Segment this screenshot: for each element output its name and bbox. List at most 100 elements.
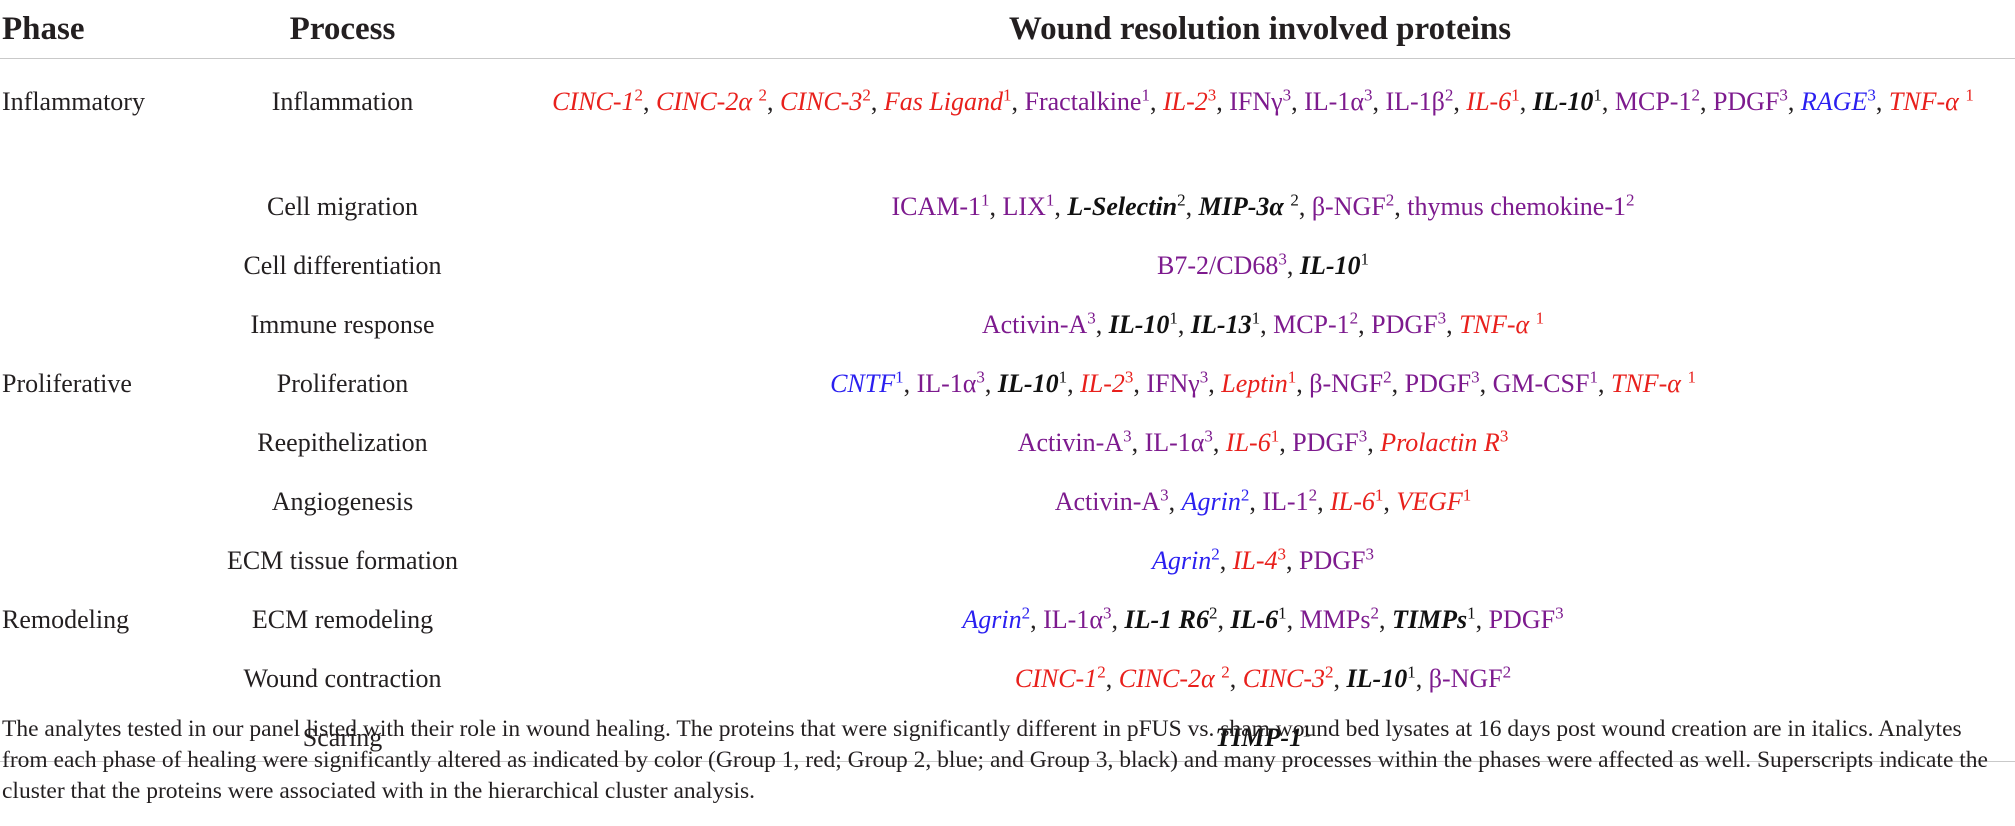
proteins-cell: Activin-A3, IL-1α3, IL-61, PDGF3, Prolac… <box>505 417 2015 476</box>
cluster-superscript: 2 <box>1349 308 1359 328</box>
separator: , <box>1378 605 1392 634</box>
cluster-superscript: 1 <box>1589 367 1598 387</box>
separator: , <box>1296 369 1310 398</box>
phase-cell <box>0 417 180 476</box>
proteins-cell: B7-2/CD683, IL-101 <box>505 240 2015 299</box>
protein-name: IL-1 R6 <box>1124 605 1209 634</box>
cluster-superscript: 1 <box>1278 603 1287 623</box>
protein-item: MCP-12 <box>1614 86 1700 116</box>
protein-item: IL-61 <box>1466 86 1519 116</box>
protein-name: IL-10 <box>1346 664 1408 693</box>
process-cell: Proliferation <box>276 369 409 398</box>
protein-item: IL-101 <box>1533 86 1602 116</box>
protein-item: TNF-α 1 <box>1459 308 1545 339</box>
proteins-cell: TIMP-11 <box>505 712 2015 762</box>
separator: , <box>1317 487 1331 516</box>
protein-name: β-NGF <box>1311 192 1386 221</box>
protein-item: L-Selectin2 <box>1067 191 1185 221</box>
protein-name: IL-1α <box>1144 428 1205 457</box>
header-process: Process <box>180 0 505 59</box>
separator: , <box>1011 87 1025 116</box>
cluster-superscript: 1 <box>1535 308 1545 328</box>
protein-item: IL-61 <box>1330 486 1383 516</box>
protein-item: Leptin1 <box>1221 367 1297 398</box>
protein-name: Agrin <box>1152 546 1212 575</box>
proteins-cell: Activin-A3, IL-101, IL-131, MCP-12, PDGF… <box>505 299 2015 358</box>
protein-name: IFNγ <box>1229 87 1283 116</box>
protein-name: VEGF <box>1396 487 1463 516</box>
separator: , <box>1133 369 1147 398</box>
protein-name: PDGF <box>1488 605 1556 634</box>
cluster-superscript: 1 <box>1169 308 1178 328</box>
protein-item: MCP-12 <box>1273 308 1359 339</box>
proteins-cell: CNTF1, IL-1α3, IL-101, IL-23, IFNγ3, Lep… <box>505 358 2015 417</box>
protein-name: LIX <box>1002 192 1046 221</box>
protein-item: CINC-2α 2 <box>1119 663 1230 693</box>
separator: , <box>1699 87 1713 116</box>
cluster-superscript: 3 <box>1358 426 1368 446</box>
separator: , <box>1260 310 1274 339</box>
protein-item: CINC-32 <box>1243 662 1334 693</box>
table-body: Inflammatory Inflammation CINC-12, CINC-2α… <box>0 59 2015 762</box>
separator: , <box>1131 428 1145 457</box>
protein-item: Agrin2 <box>1152 545 1220 575</box>
protein-name: MIP-3α <box>1198 192 1291 221</box>
table-row: Scaring TIMP-11 <box>0 712 2015 762</box>
separator: , <box>1298 192 1312 221</box>
separator: , <box>1286 546 1300 575</box>
protein-item: CINC-12 <box>1015 663 1106 693</box>
cluster-superscript: 2 <box>1502 662 1512 682</box>
separator: , <box>1054 192 1068 221</box>
protein-item: TNF-α 1 <box>1889 85 1974 116</box>
protein-item: IL-1 R62 <box>1124 604 1217 634</box>
cluster-superscript: 3 <box>1365 544 1375 564</box>
protein-item: Agrin2 <box>1182 486 1250 516</box>
separator: , <box>642 87 656 116</box>
proteins-cell: Activin-A3, Agrin2, IL-12, IL-61, VEGF1 <box>505 476 2015 535</box>
cluster-superscript: 3 <box>1779 85 1788 105</box>
proteins-cell: ICAM-11, LIX1, L-Selectin2, MIP-3α 2, β-… <box>505 181 2015 240</box>
protein-name: TIMP-1 <box>1215 723 1303 752</box>
protein-item: IL-1α3 <box>1043 604 1111 634</box>
protein-item: GM-CSF1 <box>1493 367 1598 398</box>
cluster-superscript: 2 <box>1325 662 1334 682</box>
table-row: Remodeling ECM remodeling Agrin2, IL-1α3, … <box>0 594 2015 653</box>
protein-name: B7-2/CD68 <box>1156 251 1279 280</box>
protein-item: VEGF1 <box>1396 486 1471 516</box>
protein-item: LIX1 <box>1002 190 1055 221</box>
cluster-superscript: 1 <box>1965 85 1974 105</box>
protein-item: IL-1α3 <box>1304 86 1372 116</box>
protein-item: IL-101 <box>997 368 1067 398</box>
protein-item: B7-2/CD683 <box>1156 250 1287 280</box>
cluster-superscript: 1 <box>895 367 904 387</box>
separator: , <box>1249 487 1263 516</box>
protein-name: β-NGF <box>1428 664 1503 693</box>
protein-name: IL-10 <box>997 369 1059 398</box>
protein-item: IL-1α3 <box>1144 427 1213 457</box>
separator: , <box>1787 87 1801 116</box>
process-cell: Reepithelization <box>257 428 428 457</box>
separator: , <box>1095 310 1109 339</box>
separator: , <box>1177 310 1191 339</box>
separator: , <box>1475 605 1489 634</box>
phase-cell: Inflammatory <box>2 87 145 116</box>
process-cell: Scaring <box>180 712 505 762</box>
protein-name: L-Selectin <box>1067 192 1178 221</box>
cluster-superscript: 1 <box>1287 367 1297 387</box>
cluster-superscript: 2 <box>1308 485 1318 505</box>
separator: , <box>1333 664 1347 693</box>
cluster-superscript: 2 <box>1626 190 1635 210</box>
separator: , <box>1453 87 1467 116</box>
protein-item: CINC-2α 2 <box>656 86 767 116</box>
protein-name: IL-6 <box>1330 487 1375 516</box>
process-cell: Cell migration <box>267 192 418 221</box>
protein-name: IL-6 <box>1225 428 1271 457</box>
protein-item: Fractalkine1 <box>1025 86 1150 116</box>
cluster-superscript: 1 <box>1045 190 1055 210</box>
separator: , <box>1229 664 1243 693</box>
header-phase: Phase <box>0 0 180 59</box>
separator: , <box>1286 605 1300 634</box>
protein-name: IL-13 <box>1190 310 1252 339</box>
protein-name: MCP-1 <box>1614 87 1692 116</box>
separator: , <box>1391 369 1405 398</box>
